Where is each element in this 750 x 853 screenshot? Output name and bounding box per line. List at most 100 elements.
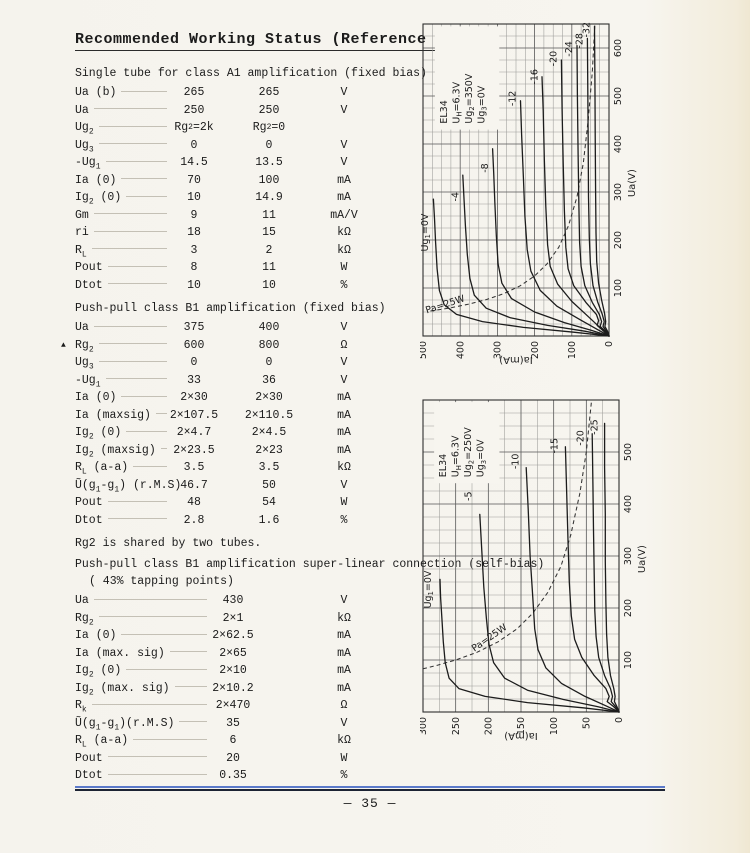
svg-text:600: 600: [613, 39, 624, 57]
svg-text:300: 300: [613, 183, 624, 201]
svg-text:UH​=6.3V: UH​=6.3V: [451, 435, 463, 477]
svg-text:100: 100: [567, 341, 578, 359]
unit-label: kΩ: [337, 461, 351, 475]
leader-line: [105, 160, 167, 162]
parameter-label: Ug2: [75, 121, 94, 137]
parameter-label: RL (a-a): [75, 461, 129, 477]
value-col-2: 3.5: [258, 461, 280, 475]
svg-text:500: 500: [613, 87, 624, 105]
unit-label: V: [340, 373, 348, 387]
section-heading: Push-pull class B1 amplification (fixed …: [75, 302, 386, 315]
section-subheading: ( 43% tapping points): [89, 575, 234, 588]
parameter-label: Dtot: [75, 513, 103, 527]
unit-label: mA: [337, 681, 351, 695]
table-row: Ũ(g1-g1)(r.M.S) 35 V: [75, 715, 387, 733]
table-row: Rg2 2×1 kΩ: [75, 610, 387, 628]
unit-label: V: [340, 138, 348, 152]
parameter-label: Ua: [75, 594, 89, 608]
value-col-2: 100: [258, 173, 280, 187]
table-row: Ua (b) 265 265 V: [75, 84, 387, 102]
svg-text:Ug1​=0V: Ug1​=0V: [423, 570, 435, 608]
svg-text:-28: -28: [575, 33, 586, 49]
parameter-label: RL: [75, 243, 87, 260]
leader-line: [93, 598, 207, 600]
svg-text:-15: -15: [550, 438, 561, 454]
value-col-1: 14.5: [180, 156, 208, 170]
tables-column: Recommended Working Status (Reference Va…: [61, 30, 544, 785]
value-col-1: 2×10: [219, 664, 247, 678]
svg-text:-5: -5: [463, 491, 474, 500]
svg-text:50: 50: [582, 717, 593, 729]
table-row: Ig2 (max. sig) 2×10.2 mA: [75, 680, 387, 698]
unit-label: mA: [337, 664, 351, 678]
svg-text:-4: -4: [450, 192, 461, 201]
table-row: RL (a-a) 6 kΩ: [75, 732, 387, 750]
unit-label: mA: [337, 426, 351, 440]
leader-line: [98, 360, 167, 362]
parameter-label: Gm: [75, 208, 89, 222]
table-row: Ug3 0 0 V: [75, 137, 387, 155]
svg-text:-20: -20: [549, 51, 560, 67]
unit-label: mA: [337, 646, 351, 660]
svg-text:Ug2​=350V: Ug2​=350V: [464, 73, 476, 123]
leader-line: [179, 720, 207, 723]
leader-line: [105, 377, 167, 380]
leader-line: [93, 325, 167, 327]
leader-line: [126, 195, 167, 197]
parameter-label: Ua: [75, 321, 89, 335]
unit-label: Ω: [340, 699, 348, 713]
leader-line: [121, 633, 207, 635]
svg-text:Ua(V): Ua(V): [627, 169, 638, 197]
leader-line: [93, 107, 167, 110]
value-col-1: 600: [183, 338, 205, 352]
leader-line: [98, 142, 167, 145]
unit-label: V: [340, 156, 348, 170]
value-col-1: 2×1: [222, 611, 244, 625]
value-col-1: 2×4.7: [176, 426, 212, 440]
table-row: Pout 20 W: [75, 750, 387, 768]
parameter-label: RL (a-a): [75, 734, 129, 750]
svg-text:500: 500: [420, 341, 429, 359]
value-col-1: 0.35: [219, 769, 247, 783]
parameter-label: Ig2 (max. sig): [75, 681, 170, 698]
table-row: Ig2 (0) 10 14.9 mA: [75, 189, 387, 207]
parameter-label: -Ug1: [75, 373, 101, 390]
parameter-label: Ug3: [75, 356, 94, 372]
value-col-1: 0: [190, 356, 198, 370]
svg-text:300: 300: [420, 717, 429, 735]
svg-text:250: 250: [451, 717, 462, 735]
value-col-2: 2: [265, 243, 273, 257]
table-row: Dtot 2.8 1.6%: [75, 512, 387, 530]
table-row: Ia (maxsig) 2×107.5 2×110.5 mA: [75, 407, 387, 425]
leader-line: [133, 465, 167, 467]
table-row: Ia (0) 2×30 2×30 mA: [75, 389, 387, 407]
table-row: Rk 2×470 Ω: [75, 697, 387, 715]
unit-label: %: [340, 513, 348, 527]
value-col-1: 2×107.5: [169, 408, 219, 422]
parameter-label: Ig2 (0): [75, 664, 122, 680]
value-col-1: 2×30: [180, 391, 208, 405]
leader-line: [121, 90, 167, 92]
value-col-2: 2×110.5: [244, 408, 294, 422]
leader-line: [107, 755, 207, 758]
unit-label: V: [340, 321, 348, 335]
leader-line: [98, 342, 167, 345]
value-col-1: 20: [226, 751, 240, 765]
parameter-label: Pout: [75, 751, 103, 765]
leader-line: [121, 177, 167, 180]
triangle-marker: ▲: [61, 340, 66, 350]
value-col-2: 10: [262, 278, 276, 292]
value-col-1: Rg 2 =2k: [174, 121, 214, 135]
value-col-2: 2×23: [255, 443, 283, 457]
value-col-1: 10: [187, 191, 201, 205]
unit-label: kΩ: [337, 226, 351, 240]
parameter-label: Ig2 (0): [75, 191, 122, 207]
value-col-1: 70: [187, 173, 201, 187]
section-heading: Single tube for class A1 amplification (…: [75, 67, 427, 80]
svg-text:-8: -8: [480, 163, 491, 172]
table-row: RL (a-a) 3.5 3.5 kΩ: [75, 459, 387, 477]
table-row: RL 3 2 kΩ: [75, 242, 387, 260]
svg-text:100: 100: [549, 717, 560, 735]
table-row: Pout 8 11 W: [75, 259, 387, 277]
